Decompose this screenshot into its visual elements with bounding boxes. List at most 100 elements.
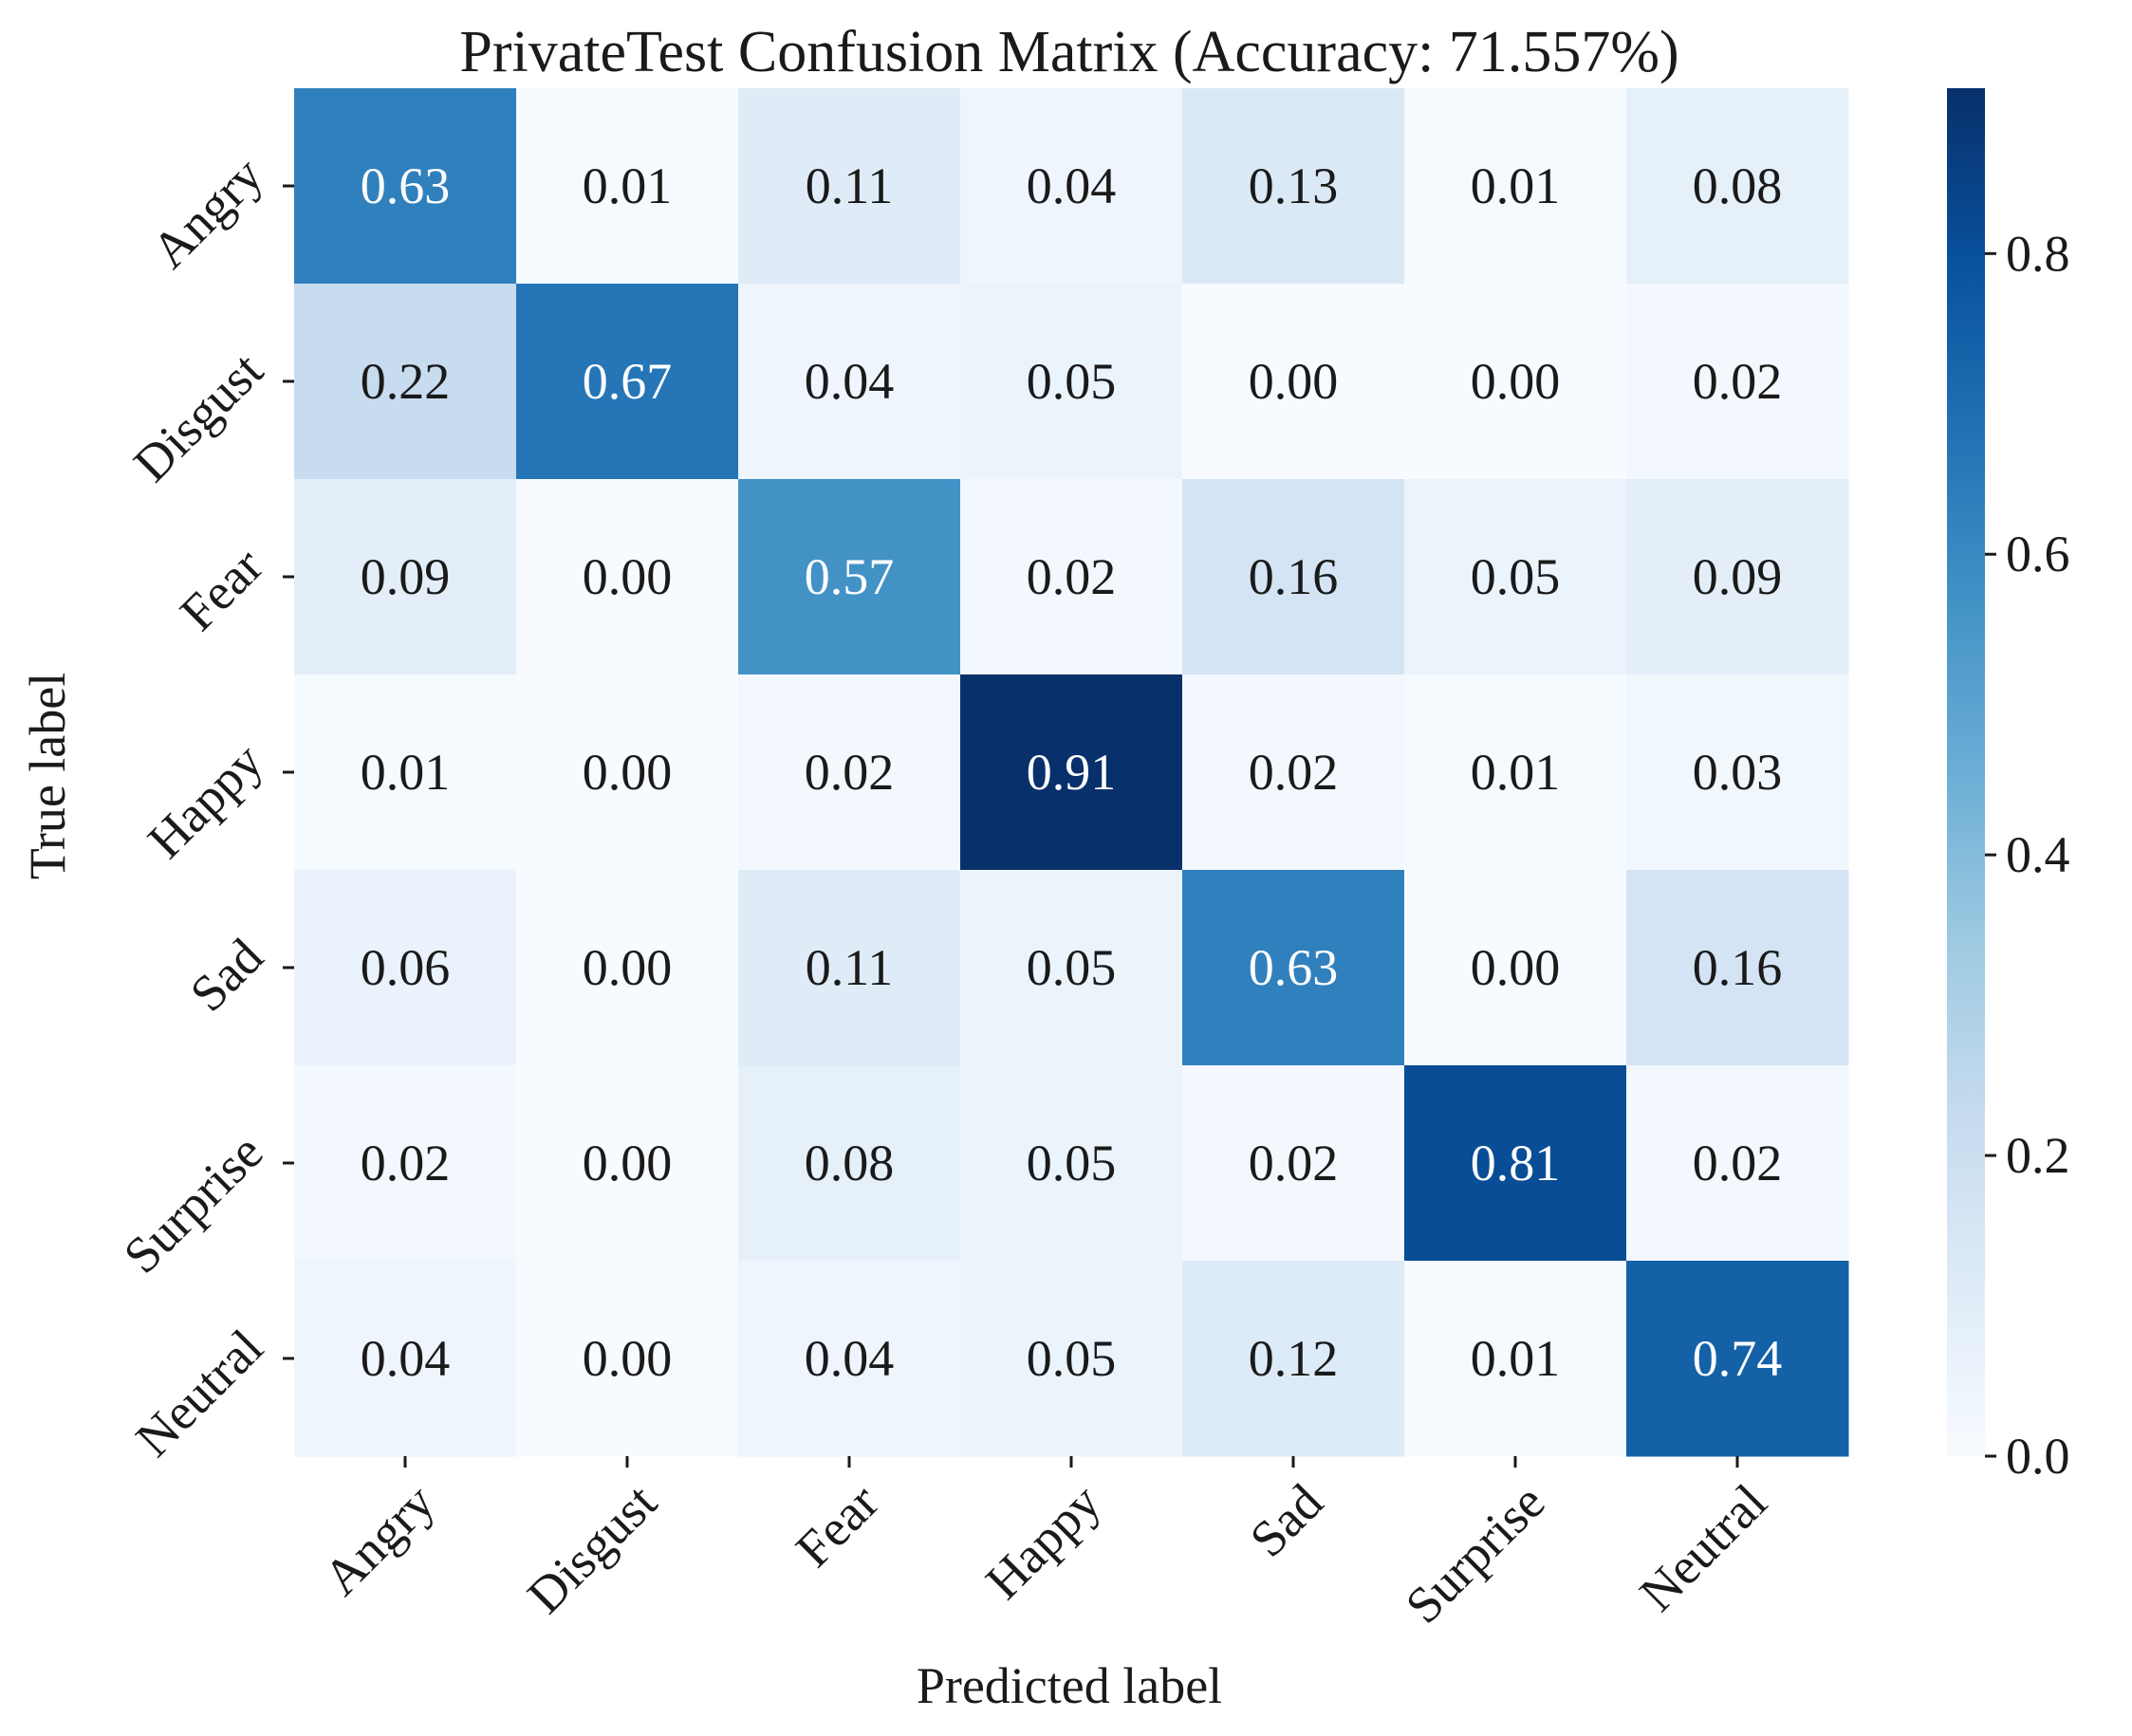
cell-value-label: 0.01: [361, 744, 451, 801]
y-tick-label: Sad: [179, 928, 274, 1023]
heatmap-cell: [1404, 88, 1627, 285]
heatmap-cell: [516, 479, 739, 675]
heatmap-cell: [1404, 479, 1627, 675]
heatmap-cell: [960, 284, 1183, 480]
colorbar-ticks: 0.0 0.2 0.4 0.6 0.8: [1985, 225, 2070, 1485]
heatmap-cell: [1182, 284, 1405, 480]
y-tick-label: Fear: [169, 537, 273, 641]
cell-value-label: 0.01: [1471, 744, 1561, 801]
heatmap-cell: [960, 479, 1183, 675]
x-tick-label: Neutral: [1629, 1473, 1778, 1622]
cell-value-label: 0.00: [1471, 353, 1561, 410]
x-axis-label: Predicted label: [917, 1657, 1222, 1714]
cell-value-label: 0.04: [361, 1330, 451, 1387]
heatmap-cell: [1404, 1261, 1627, 1457]
cell-value-label: 0.02: [1693, 1135, 1783, 1191]
x-tick-label: Disgust: [516, 1473, 667, 1624]
chart-title: PrivateTest Confusion Matrix (Accuracy: …: [459, 20, 1678, 84]
colorbar-tick-label: 0.6: [2006, 526, 2070, 582]
heatmap-cell: [960, 1261, 1183, 1457]
cell-value-label: 0.11: [806, 939, 894, 996]
cell-value-label: 0.08: [805, 1135, 895, 1191]
y-tick-label: Angry: [140, 146, 273, 279]
heatmap-cells: 0.63 0.01 0.11 0.04 0.13 0.01 0.08 0.22 0.67 0.04…: [294, 88, 1849, 1457]
cell-value-label: 0.00: [583, 1135, 673, 1191]
heatmap-cell: [294, 88, 517, 285]
colorbar-tick-label: 0.4: [2006, 826, 2070, 883]
heatmap-cell: [1182, 870, 1405, 1066]
cell-value-label: 0.05: [1027, 939, 1117, 996]
colorbar-gradient: [1947, 88, 1985, 1456]
heatmap-cell: [1404, 284, 1627, 480]
cell-value-label: 0.05: [1027, 353, 1117, 410]
cell-value-label: 0.02: [1249, 744, 1339, 801]
cell-value-label: 0.02: [1249, 1135, 1339, 1191]
heatmap-cell: [516, 674, 739, 871]
heatmap-cell: [738, 674, 961, 871]
x-tick-label: Surprise: [1395, 1473, 1556, 1634]
cell-value-label: 0.04: [1027, 157, 1117, 214]
heatmap-cell: [960, 870, 1183, 1066]
heatmap-cell: [516, 284, 739, 480]
cell-value-label: 0.81: [1471, 1135, 1561, 1191]
cell-value-label: 0.04: [805, 1330, 895, 1387]
cell-value-label: 0.57: [805, 548, 895, 605]
x-tick-label: Fear: [785, 1473, 889, 1578]
cell-value-label: 0.22: [361, 353, 451, 410]
cell-value-label: 0.02: [805, 744, 895, 801]
heatmap-cell: [960, 88, 1183, 285]
cell-value-label: 0.01: [583, 157, 673, 214]
cell-value-label: 0.16: [1249, 548, 1339, 605]
colorbar-tick-label: 0.2: [2006, 1127, 2070, 1184]
cell-value-label: 0.01: [1471, 1330, 1561, 1387]
heatmap-cell: [294, 284, 517, 480]
cell-value-label: 0.63: [361, 157, 451, 214]
heatmap-cell: [294, 674, 517, 871]
cell-value-label: 0.13: [1249, 157, 1339, 214]
cell-value-label: 0.02: [1693, 353, 1783, 410]
cell-value-label: 0.16: [1693, 939, 1783, 996]
heatmap-cell: [1182, 1065, 1405, 1262]
cell-value-label: 0.00: [1249, 353, 1339, 410]
heatmap-cell: [1626, 284, 1849, 480]
cell-value-label: 0.02: [1027, 548, 1117, 605]
heatmap-cell: [1626, 870, 1849, 1066]
y-axis-label: True label: [19, 673, 76, 879]
heatmap-cell: [516, 1065, 739, 1262]
heatmap-cell: [1626, 1065, 1849, 1262]
heatmap-cell: [1626, 1261, 1849, 1457]
heatmap-cell: [516, 88, 739, 285]
cell-value-label: 0.05: [1027, 1135, 1117, 1191]
colorbar: 0.0 0.2 0.4 0.6 0.8: [1947, 88, 2070, 1485]
y-tick-label: Neutral: [125, 1319, 274, 1468]
heatmap-cell: [1182, 88, 1405, 285]
heatmap-cell: [516, 1261, 739, 1457]
cell-value-label: 0.06: [361, 939, 451, 996]
cell-value-label: 0.00: [1471, 939, 1561, 996]
cell-value-label: 0.00: [583, 548, 673, 605]
cell-value-label: 0.74: [1693, 1330, 1783, 1387]
x-tick-label: Sad: [1239, 1473, 1334, 1568]
x-tick-label: Angry: [312, 1473, 445, 1606]
heatmap-cell: [1404, 674, 1627, 871]
heatmap-cell: [738, 88, 961, 285]
cell-value-label: 0.08: [1693, 157, 1783, 214]
cell-value-label: 0.09: [1693, 548, 1783, 605]
y-tick-label: Disgust: [122, 342, 273, 492]
heatmap-cell: [738, 1261, 961, 1457]
y-tick-label: Surprise: [113, 1123, 274, 1284]
x-axis-ticks: Angry Disgust Fear Happy Sad Surprise Neutral: [312, 1456, 1777, 1634]
cell-value-label: 0.91: [1027, 744, 1117, 801]
heatmap-cell: [1182, 1261, 1405, 1457]
y-axis-ticks: Angry Disgust Fear Happy Sad Surprise Neutral: [113, 146, 294, 1468]
y-tick-label: Happy: [137, 732, 273, 869]
cell-value-label: 0.05: [1471, 548, 1561, 605]
heatmap-cell: [960, 1065, 1183, 1262]
x-tick-label: Happy: [974, 1473, 1111, 1610]
cell-value-label: 0.67: [583, 353, 673, 410]
heatmap-cell: [738, 284, 961, 480]
heatmap-cell: [1404, 870, 1627, 1066]
cell-value-label: 0.00: [583, 1330, 673, 1387]
heatmap-cell: [294, 870, 517, 1066]
